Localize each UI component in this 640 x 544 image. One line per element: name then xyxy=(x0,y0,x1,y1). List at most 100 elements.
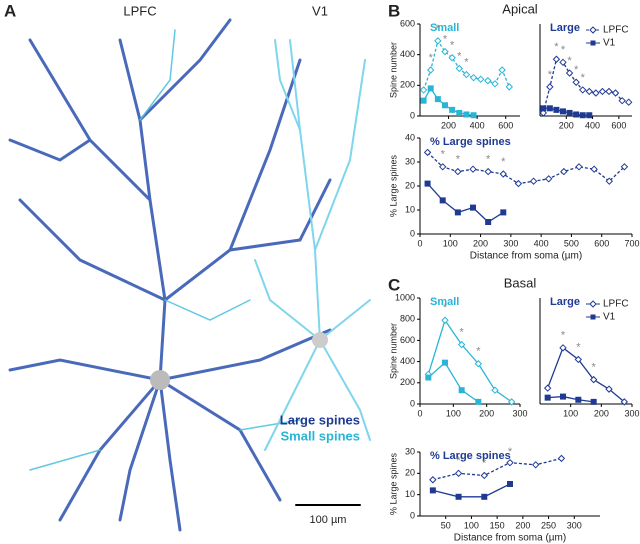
data-point xyxy=(540,105,547,112)
x-tick-label: 200 xyxy=(559,120,574,130)
data-point xyxy=(457,340,466,349)
chart-title: % Large spines xyxy=(430,136,511,148)
x-tick-label: 200 xyxy=(479,408,494,418)
data-point xyxy=(546,83,554,91)
y-axis-label: Spine number xyxy=(388,42,398,98)
data-point xyxy=(485,219,492,225)
data-point xyxy=(442,102,448,109)
series-line xyxy=(427,318,513,403)
legend-label: V1 xyxy=(603,312,616,323)
data-point xyxy=(454,209,461,216)
data-point xyxy=(605,87,613,96)
data-point xyxy=(560,108,566,115)
data-point xyxy=(477,75,485,83)
legend-swatch xyxy=(590,314,596,320)
panel-letter: C xyxy=(388,275,400,294)
x-tick-label: 200 xyxy=(594,408,609,418)
x-tick-label: 300 xyxy=(567,520,582,530)
legend-label: LPFC xyxy=(603,299,629,310)
y-tick-label: 30 xyxy=(405,446,415,456)
x-tick-label: 600 xyxy=(498,120,513,130)
series-line xyxy=(547,395,594,403)
y-tick-label: 600 xyxy=(400,335,415,345)
data-point xyxy=(499,170,507,178)
x-tick-label: 250 xyxy=(541,520,556,530)
data-point xyxy=(423,148,432,157)
data-point xyxy=(491,80,499,88)
data-point xyxy=(566,109,573,116)
data-point xyxy=(498,66,506,74)
data-point xyxy=(425,374,432,381)
data-point xyxy=(592,89,600,97)
y-tick-label: 0 xyxy=(410,510,415,520)
data-point xyxy=(441,316,449,324)
data-point xyxy=(474,360,483,368)
significance-marker: * xyxy=(501,156,506,168)
data-point xyxy=(575,396,582,403)
data-point xyxy=(586,112,593,119)
legend-label: Small spines xyxy=(281,428,360,443)
x-tick-label: 400 xyxy=(585,120,600,130)
data-point xyxy=(455,64,463,73)
y-tick-label: 30 xyxy=(405,156,415,166)
x-tick-label: 0 xyxy=(417,408,422,418)
y-tick-label: 40 xyxy=(405,132,415,142)
x-tick-label: 300 xyxy=(624,408,639,418)
series-line xyxy=(432,483,511,498)
data-point xyxy=(505,83,513,91)
significance-marker: * xyxy=(486,154,491,166)
significance-marker: * xyxy=(576,341,581,353)
data-point xyxy=(506,458,514,467)
data-point xyxy=(429,476,437,484)
significance-marker: * xyxy=(548,69,553,81)
data-point xyxy=(469,73,478,82)
data-point xyxy=(611,89,620,97)
significance-marker: * xyxy=(561,44,566,56)
data-point xyxy=(625,98,633,106)
data-point xyxy=(579,112,586,119)
series-line xyxy=(427,361,479,403)
y-axis-label: % Large spines xyxy=(388,452,398,515)
y-tick-label: 10 xyxy=(405,204,415,214)
data-point xyxy=(427,85,434,92)
data-point xyxy=(529,177,538,185)
x-tick-label: 200 xyxy=(515,520,530,530)
series-line xyxy=(547,346,625,403)
y-tick-label: 1000 xyxy=(395,292,415,302)
data-point xyxy=(454,469,463,478)
significance-marker: * xyxy=(508,446,513,458)
data-point xyxy=(565,69,574,77)
data-point xyxy=(560,393,566,400)
x-tick-label: 600 xyxy=(611,120,626,130)
significance-marker: * xyxy=(456,455,461,467)
data-point xyxy=(575,163,583,171)
data-point xyxy=(441,47,449,56)
data-point xyxy=(481,493,488,500)
legend-swatch xyxy=(589,26,597,34)
chart-title: Large xyxy=(550,22,580,34)
legend-label: Large spines xyxy=(280,412,360,427)
significance-marker: * xyxy=(464,57,469,69)
data-point xyxy=(557,454,566,463)
y-tick-label: 400 xyxy=(400,49,415,59)
neuron-drawing xyxy=(8,18,371,532)
data-point xyxy=(434,96,441,103)
significance-marker: * xyxy=(429,52,434,64)
data-point xyxy=(500,209,507,216)
series-line xyxy=(432,457,562,481)
data-point xyxy=(456,109,463,116)
x-tick-label: 700 xyxy=(624,238,639,248)
significance-marker: * xyxy=(567,55,572,67)
significance-marker: * xyxy=(457,50,462,62)
data-point xyxy=(572,78,580,86)
data-point xyxy=(458,387,465,394)
data-point xyxy=(590,398,597,405)
data-point xyxy=(543,384,552,392)
y-tick-label: 800 xyxy=(400,314,415,324)
legend-swatch xyxy=(590,40,596,46)
panel-title: Basal xyxy=(504,275,537,290)
data-point xyxy=(454,167,462,176)
data-point xyxy=(439,197,446,204)
y-tick-label: 10 xyxy=(405,489,415,499)
